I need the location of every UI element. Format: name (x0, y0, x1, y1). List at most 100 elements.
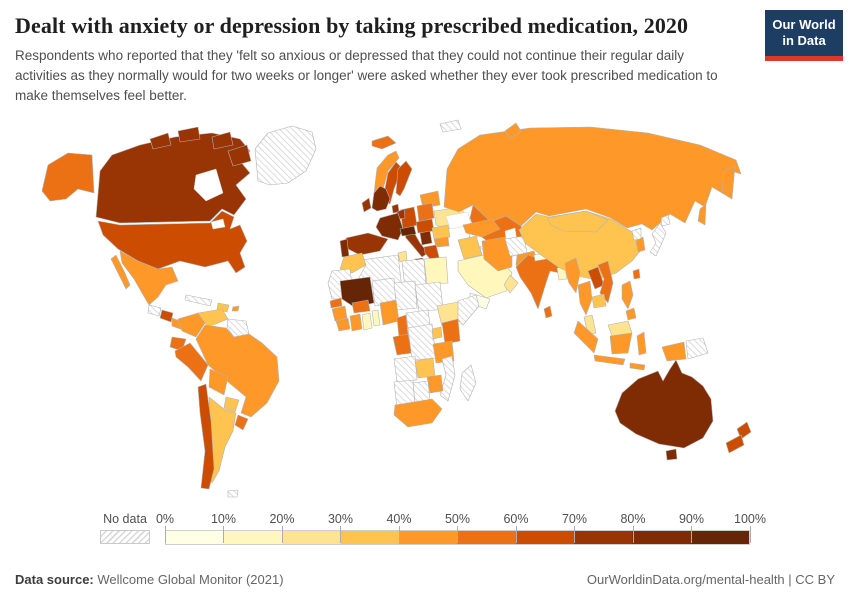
region-mexico[interactable] (119, 250, 179, 306)
region-mozambique[interactable] (439, 355, 456, 402)
region-uganda[interactable] (431, 326, 443, 340)
region-indonesia-sulawesi[interactable] (636, 331, 647, 356)
region-turkey[interactable] (462, 218, 501, 238)
region-indonesia-sumatra[interactable] (573, 320, 599, 354)
region-china[interactable] (518, 210, 643, 281)
region-falklands[interactable] (227, 489, 239, 498)
region-cambodia[interactable] (591, 293, 607, 309)
region-sierra-leone-liberia[interactable] (335, 317, 351, 332)
region-alaska[interactable] (41, 152, 95, 202)
legend-bucket-70-80%[interactable] (574, 531, 633, 545)
region-indonesia-kalimantan[interactable] (609, 332, 633, 355)
region-tunisia[interactable] (397, 250, 408, 263)
legend-bucket-80-90%[interactable] (632, 531, 691, 545)
region-japan[interactable] (649, 222, 667, 257)
region-nicaragua[interactable] (159, 309, 174, 323)
region-peru[interactable] (174, 342, 209, 382)
region-indonesia-java[interactable] (593, 354, 626, 366)
legend-bucket-30-40%[interactable] (340, 531, 400, 545)
region-russia-novaya-zemlya[interactable] (504, 122, 522, 140)
region-south-africa[interactable] (393, 398, 443, 428)
region-iran[interactable] (481, 236, 513, 272)
region-north-korea[interactable] (631, 227, 642, 241)
region-angola[interactable] (393, 355, 418, 383)
region-australia[interactable] (614, 359, 714, 449)
region-taiwan[interactable] (632, 268, 641, 280)
legend-bucket-50-60%[interactable] (457, 531, 516, 545)
region-thailand[interactable] (577, 280, 593, 316)
region-brazil[interactable] (195, 324, 280, 418)
region-united-kingdom[interactable] (371, 185, 391, 212)
region-chile[interactable] (197, 383, 215, 490)
region-belarus-baltics[interactable] (419, 190, 441, 209)
region-russia-sakhalin[interactable] (697, 203, 707, 226)
region-vietnam[interactable] (597, 260, 614, 304)
region-togo-benin[interactable] (371, 309, 381, 327)
region-indonesia-papua[interactable] (661, 341, 687, 362)
region-philippines[interactable] (621, 280, 634, 310)
region-ireland[interactable] (361, 197, 372, 213)
region-austria-switzerland[interactable] (399, 225, 417, 237)
region-new-zealand-south[interactable] (725, 434, 745, 454)
region-iraq-syria[interactable] (457, 235, 483, 260)
owid-logo[interactable]: Our World in Data (765, 10, 843, 61)
region-myanmar[interactable] (564, 257, 581, 294)
legend-bucket-20-30%[interactable] (282, 531, 341, 545)
region-france[interactable] (375, 212, 404, 241)
region-indonesia-lesser-sunda[interactable] (629, 362, 646, 371)
region-colombia[interactable] (177, 312, 206, 338)
region-finland[interactable] (395, 160, 413, 197)
region-mongolia[interactable] (546, 210, 609, 233)
region-iceland[interactable] (371, 135, 397, 150)
region-russia-kamchatka[interactable] (721, 165, 736, 200)
region-egypt[interactable] (423, 256, 449, 286)
region-kenya[interactable] (441, 318, 461, 345)
region-philippines-mindanao[interactable] (625, 307, 637, 321)
region-zimbabwe[interactable] (426, 374, 444, 394)
region-greenland[interactable] (254, 125, 317, 186)
region-canada-arctic-2[interactable] (177, 126, 201, 143)
region-serbia[interactable] (419, 230, 433, 246)
legend-bucket-60-70%[interactable] (515, 531, 575, 545)
region-venezuela[interactable] (197, 308, 229, 328)
region-nigeria[interactable] (379, 299, 400, 326)
region-zambia[interactable] (414, 357, 436, 379)
license-link[interactable]: OurWorldinData.org/mental-health | CC BY (586, 572, 835, 587)
region-spain[interactable] (345, 232, 389, 256)
no-data-swatch[interactable] (100, 530, 150, 545)
region-guatemala[interactable] (147, 304, 162, 317)
region-canada-arctic-3[interactable] (211, 131, 234, 150)
region-japan-hokkaido[interactable] (660, 214, 671, 227)
region-romania[interactable] (431, 224, 451, 240)
legend-tick-label-100%: 100% (734, 512, 766, 527)
region-papua-new-guinea[interactable] (685, 337, 709, 360)
region-senegal[interactable] (329, 297, 343, 309)
region-poland[interactable] (416, 202, 435, 223)
region-ghana[interactable] (361, 312, 373, 331)
legend-bucket-40-50%[interactable] (399, 531, 458, 545)
region-puerto-rico[interactable] (231, 305, 240, 312)
region-cameroon[interactable] (396, 314, 409, 338)
region-madagascar[interactable] (459, 364, 477, 402)
legend-bucket-10-20%[interactable] (224, 531, 283, 545)
legend-bucket-0-10%[interactable] (166, 531, 225, 545)
region-canada-arctic-1[interactable] (149, 132, 172, 150)
region-south-korea[interactable] (635, 236, 646, 253)
region-bulgaria[interactable] (433, 236, 450, 248)
legend-bucket-90-100%[interactable] (690, 531, 749, 545)
region-ivory-coast[interactable] (349, 313, 363, 332)
region-morocco[interactable] (339, 252, 367, 274)
region-svalbard[interactable] (439, 119, 462, 133)
region-canada-baffin[interactable] (227, 144, 252, 167)
region-chad[interactable] (393, 280, 418, 311)
region-sri-lanka[interactable] (543, 305, 553, 319)
region-uruguay[interactable] (234, 414, 249, 431)
region-oman[interactable] (503, 274, 519, 294)
region-mexico-baja[interactable] (110, 254, 131, 290)
region-cuba[interactable] (184, 294, 213, 307)
region-paraguay[interactable] (223, 396, 240, 413)
region-somalia[interactable] (457, 294, 480, 326)
region-bolivia[interactable] (208, 368, 229, 396)
region-burkina-faso[interactable] (351, 299, 371, 314)
region-tasmania[interactable] (665, 448, 678, 461)
